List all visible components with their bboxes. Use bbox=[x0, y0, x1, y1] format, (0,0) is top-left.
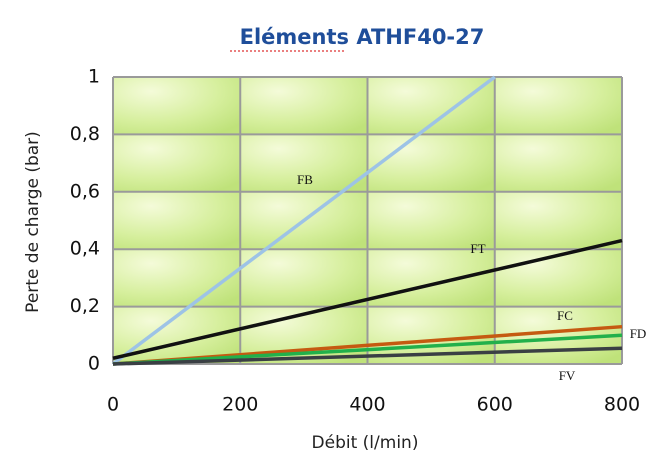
y-axis-label: Perte de charge (bar) bbox=[23, 131, 43, 313]
plot-background bbox=[113, 77, 622, 364]
x-tick-label: 800 bbox=[604, 394, 640, 416]
grid-cell bbox=[367, 134, 495, 192]
grid-cell bbox=[240, 77, 368, 135]
y-tick-label: 0 bbox=[88, 353, 100, 375]
series-label: FT bbox=[470, 241, 485, 256]
series-label: FD bbox=[630, 326, 647, 341]
x-tick-label: 600 bbox=[477, 394, 513, 416]
grid-cell bbox=[113, 77, 241, 135]
series-line bbox=[112, 333, 623, 366]
grid-cell bbox=[240, 249, 368, 307]
grid-cell bbox=[494, 77, 622, 135]
x-tick-label: 400 bbox=[349, 394, 385, 416]
grid-cell bbox=[367, 249, 495, 307]
series-label: FV bbox=[559, 368, 576, 383]
grid-cell bbox=[494, 249, 622, 307]
y-tick-label: 0,2 bbox=[70, 295, 100, 317]
x-tick-label: 200 bbox=[222, 394, 258, 416]
grid-cell bbox=[113, 134, 241, 192]
y-tick-label: 0,6 bbox=[70, 180, 100, 202]
series-line bbox=[112, 238, 623, 360]
series-line bbox=[112, 346, 623, 366]
x-tick-label: 0 bbox=[107, 394, 119, 416]
chart-title: Eléments ATHF40-27 bbox=[240, 25, 485, 49]
grid-cell bbox=[113, 191, 241, 250]
series-label: FB bbox=[297, 172, 313, 187]
series-label: FC bbox=[557, 308, 573, 323]
x-axis-label: Débit (l/min) bbox=[312, 433, 419, 453]
y-tick-label: 1 bbox=[88, 66, 100, 88]
grid-cell bbox=[240, 134, 368, 192]
grid-cell bbox=[494, 191, 622, 250]
grid-cell bbox=[113, 249, 241, 307]
grid-cell bbox=[367, 191, 495, 250]
y-tick-label: 0,4 bbox=[70, 238, 100, 260]
series-line bbox=[111, 75, 496, 366]
grid-cell bbox=[494, 134, 622, 192]
y-tick-label: 0,8 bbox=[70, 123, 100, 145]
